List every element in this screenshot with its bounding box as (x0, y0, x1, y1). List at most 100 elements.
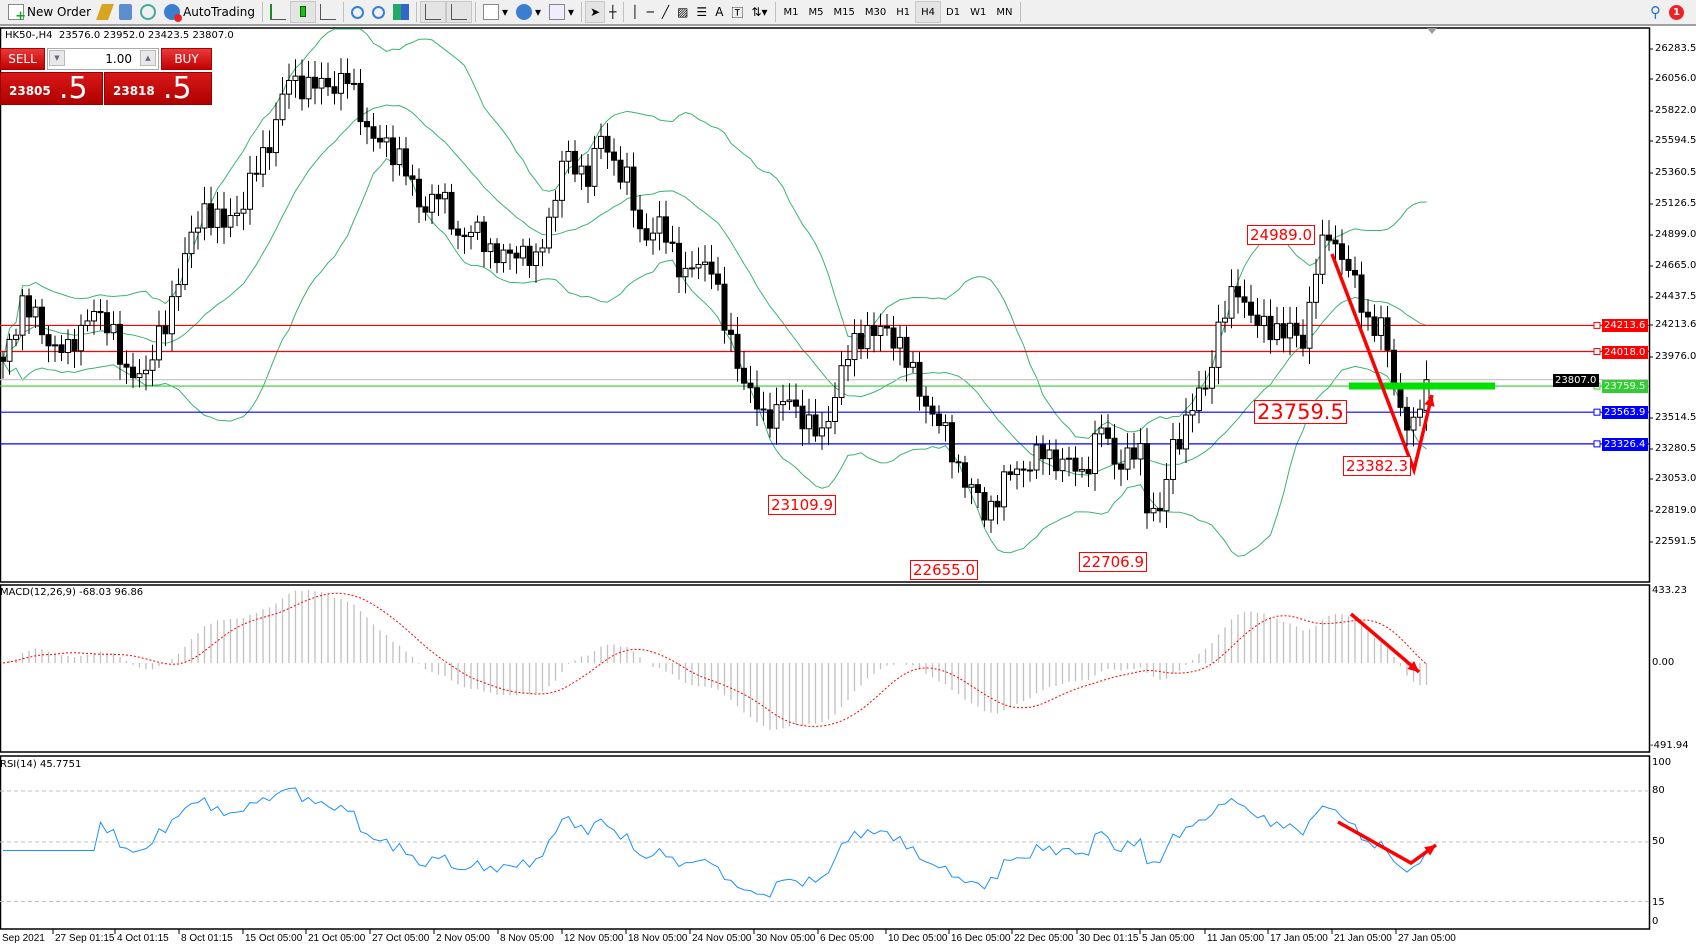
candle-bull (149, 359, 156, 371)
lots-increase-button[interactable]: ▲ (140, 50, 156, 66)
tile-windows-button[interactable] (389, 1, 413, 23)
zoom-in-button[interactable] (347, 1, 368, 23)
bar-chart-button[interactable] (266, 1, 290, 23)
candle-bull (1183, 414, 1189, 450)
annotation-low[interactable]: 22706.9 (1079, 552, 1148, 572)
horizontal-line-button[interactable]: ─ (643, 1, 658, 23)
period-h4[interactable]: H4 (915, 1, 941, 23)
period-mn[interactable]: MN (996, 6, 1013, 18)
separator (581, 2, 583, 22)
candle-bull (84, 320, 91, 326)
candle-bear (962, 462, 968, 488)
candle-bull (591, 147, 598, 187)
candle-bear (390, 137, 396, 166)
sell-button[interactable]: SELL (0, 48, 45, 70)
annotation-low[interactable]: 22655.0 (910, 560, 979, 580)
annotation-high[interactable]: 24989.0 (1247, 225, 1316, 245)
crosshair-icon: ┼ (609, 5, 617, 19)
candle-bull (260, 147, 266, 175)
candle-bear (1085, 468, 1092, 475)
separator (474, 2, 476, 22)
separator (1020, 2, 1022, 22)
candle-bear (253, 172, 260, 175)
period-m5[interactable]: M5 (808, 6, 824, 18)
line-chart-button[interactable] (316, 1, 340, 23)
auto-scroll-button[interactable] (419, 1, 446, 23)
period-h1[interactable]: H1 (896, 6, 911, 18)
annotation-low[interactable]: 23382.3 (1343, 456, 1412, 476)
candle-bear (435, 193, 442, 200)
cursor-button[interactable]: ➤ (585, 1, 606, 23)
candle-bear (58, 344, 65, 354)
time-axis-label: 27 Jan 05:00 (1398, 933, 1456, 944)
templates-button[interactable]: ▾ (545, 1, 578, 23)
candle-bull (318, 77, 325, 89)
tile-windows-icon (392, 4, 409, 20)
notifications-button[interactable]: 1 (1665, 1, 1688, 23)
candle-bull (78, 324, 84, 352)
lots-input[interactable]: 1.00 (47, 48, 159, 70)
time-axis-label: 5 Jan 05:00 (1142, 933, 1195, 944)
candle-bear (767, 409, 773, 429)
toolbar: + New Order AutoTrading ▾ ▾ ▾ ➤ ┼ │ ─ ╱ ▨… (0, 0, 1696, 26)
period-m30[interactable]: M30 (864, 6, 887, 18)
candle-bear (585, 165, 591, 187)
period-m15[interactable]: M15 (833, 6, 855, 18)
bar-chart-icon (269, 4, 286, 20)
search-button[interactable]: ⚲ (1646, 1, 1665, 23)
annotation-support[interactable]: 23759.5 (1254, 400, 1347, 424)
candle-bear (871, 325, 877, 336)
text-label-button[interactable]: 🅃 (727, 1, 747, 23)
separator (415, 2, 417, 22)
crosshair-button[interactable]: ┼ (605, 1, 620, 23)
line-chart-icon (319, 4, 336, 20)
clock-icon (516, 4, 533, 20)
vertical-line-button[interactable]: │ (627, 1, 642, 23)
candle-bull (156, 325, 162, 361)
channel-button[interactable]: ▨ (673, 1, 692, 23)
chart-shift-button[interactable] (445, 1, 472, 23)
candle-bull (650, 232, 656, 241)
candle-bear (721, 283, 728, 331)
candle-bear (676, 242, 682, 278)
text-button[interactable]: A (711, 1, 727, 23)
candle-bull (1137, 443, 1144, 460)
zoom-out-button[interactable] (368, 1, 389, 23)
candle-bear (357, 82, 364, 123)
indicators-button[interactable]: ▾ (479, 1, 512, 23)
time-axis-label: Sep 2021 (2, 933, 45, 944)
vertical-line-icon: │ (631, 5, 639, 19)
candle-bear (936, 413, 942, 426)
period-w1[interactable]: W1 (970, 6, 987, 18)
candle-bear (1365, 311, 1371, 318)
price-tick-label: 23280.5 (1655, 443, 1696, 454)
navigator-button[interactable] (115, 1, 136, 23)
timeframe-bar: M1 M5 M15 M30 H1 H4 D1 W1 MN (779, 1, 1018, 23)
macd-arrow (1349, 612, 1421, 674)
fibonacci-button[interactable]: ☰ (692, 1, 711, 23)
new-order-button[interactable]: + New Order (4, 1, 95, 23)
candle-bull (695, 263, 702, 269)
arrows-icon: ⇅▾ (751, 5, 768, 19)
candlestick-button[interactable] (289, 1, 316, 23)
sell-price[interactable]: 23805 .5 (0, 72, 103, 105)
candle-bull (383, 137, 390, 143)
candle-bear (617, 159, 624, 183)
signals-button[interactable] (136, 1, 160, 23)
annotation-low[interactable]: 23109.9 (768, 495, 837, 515)
period-m1[interactable]: M1 (783, 6, 799, 18)
candle-bull (1170, 439, 1176, 480)
trendline-button[interactable]: ╱ (658, 1, 673, 23)
buy-button[interactable]: BUY (161, 48, 212, 70)
period-d1[interactable]: D1 (946, 6, 961, 18)
bollinger-upper (2, 28, 1427, 439)
candle-bull (1066, 457, 1072, 460)
buy-price[interactable]: 23818 .5 (104, 72, 212, 105)
indicators-icon (482, 4, 499, 20)
lots-decrease-button[interactable]: ▼ (49, 50, 65, 66)
candle-bull (500, 249, 507, 264)
arrows-button[interactable]: ⇅▾ (747, 1, 771, 23)
autotrading-button[interactable]: AutoTrading (160, 1, 259, 23)
periods-button[interactable]: ▾ (512, 1, 545, 23)
